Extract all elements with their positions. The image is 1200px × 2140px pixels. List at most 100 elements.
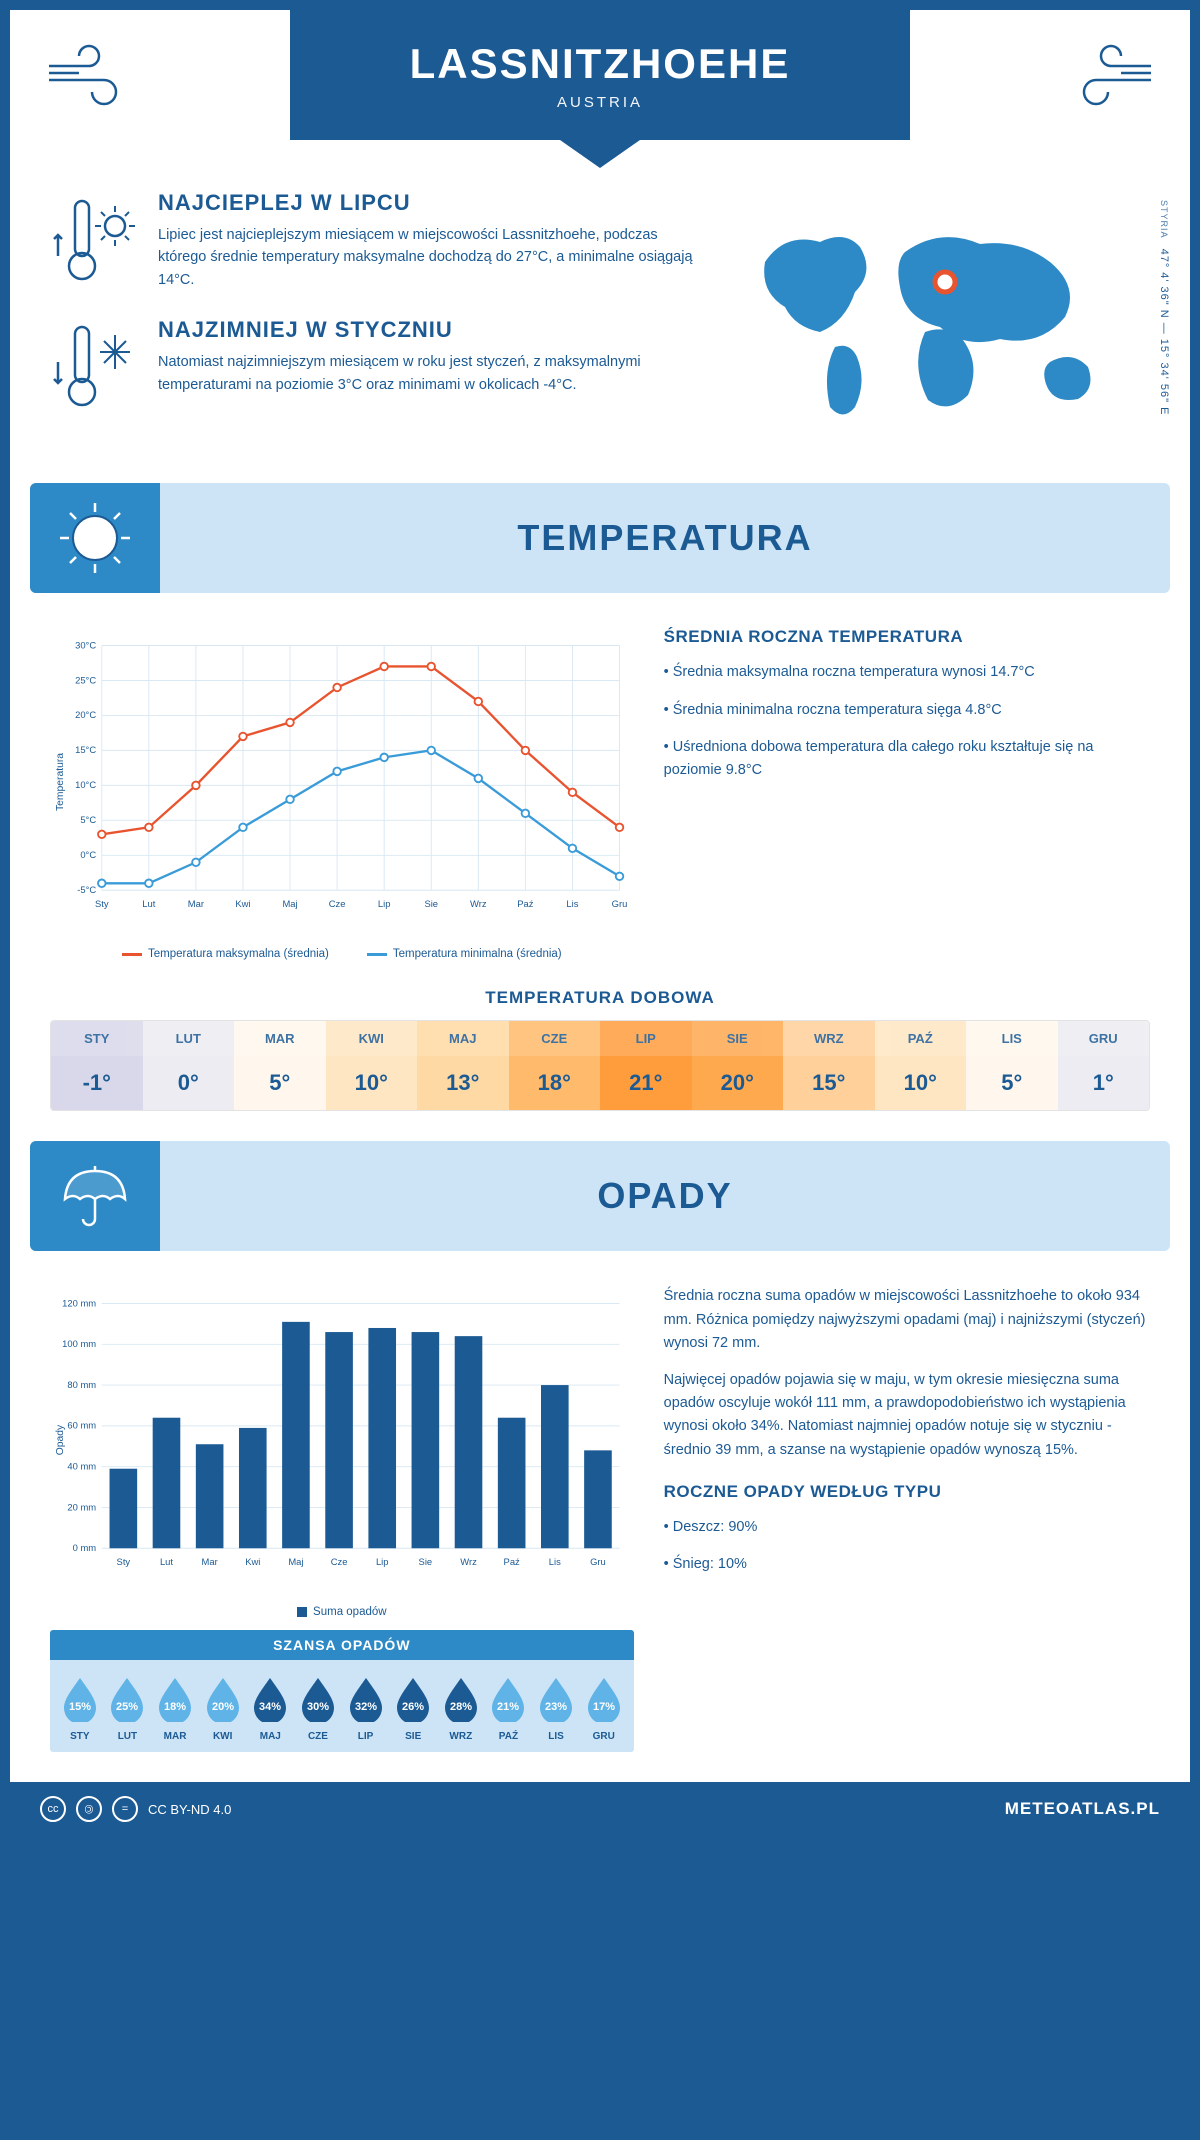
heat-cell: LIP21° (600, 1021, 692, 1110)
svg-text:Lut: Lut (160, 1557, 173, 1568)
precip-desc: Średnia roczna suma opadów w miejscowośc… (664, 1285, 1150, 1752)
svg-text:Maj: Maj (282, 899, 297, 910)
temperature-line-chart: -5°C0°C5°C10°C15°C20°C25°C30°CStyLutMarK… (50, 627, 634, 960)
paragraph: Średnia roczna suma opadów w miejscowośc… (664, 1285, 1150, 1355)
svg-text:Paź: Paź (504, 1557, 521, 1568)
svg-text:Lis: Lis (566, 899, 578, 910)
warmest-title: NAJCIEPLEJ W LIPCU (158, 190, 700, 216)
svg-text:21%: 21% (497, 1701, 519, 1713)
svg-text:Mar: Mar (202, 1557, 218, 1568)
svg-text:60 mm: 60 mm (67, 1420, 96, 1431)
chart-legend: Temperatura maksymalna (średnia)Temperat… (50, 948, 634, 960)
nd-icon: = (112, 1796, 138, 1822)
daily-temp-heatmap: STY-1°LUT0°MAR5°KWI10°MAJ13°CZE18°LIP21°… (50, 1020, 1150, 1111)
heat-cell: MAJ13° (417, 1021, 509, 1110)
svg-text:120 mm: 120 mm (62, 1298, 96, 1309)
svg-text:100 mm: 100 mm (62, 1339, 96, 1350)
svg-text:17%: 17% (593, 1701, 615, 1713)
svg-text:Cze: Cze (329, 899, 346, 910)
svg-text:Sty: Sty (95, 899, 109, 910)
heat-cell: GRU1° (1058, 1021, 1150, 1110)
coldest-text: Natomiast najzimniejszym miesiącem w rok… (158, 351, 700, 396)
chance-drop: 28%WRZ (441, 1674, 481, 1742)
warmest-text: Lipiec jest najcieplejszym miesiącem w m… (158, 224, 700, 291)
coordinates: STYRIA 47° 4' 36" N — 15° 34' 56" E (1158, 200, 1170, 415)
heat-cell: LIS5° (966, 1021, 1058, 1110)
svg-text:Maj: Maj (288, 1557, 303, 1568)
svg-text:32%: 32% (355, 1701, 377, 1713)
svg-text:Sie: Sie (424, 899, 438, 910)
svg-text:Lut: Lut (142, 899, 155, 910)
svg-text:10°C: 10°C (75, 780, 96, 791)
chance-drop: 15%STY (60, 1674, 100, 1742)
intro-section: NAJCIEPLEJ W LIPCU Lipiec jest najcieple… (10, 180, 1190, 473)
chance-drop: 20%KWI (203, 1674, 243, 1742)
bullet: • Deszcz: 90% (664, 1516, 1150, 1539)
type-title: ROCZNE OPADY WEDŁUG TYPU (664, 1482, 1150, 1502)
license-text: CC BY-ND 4.0 (148, 1802, 231, 1817)
chance-drop: 21%PAŹ (488, 1674, 528, 1742)
heat-cell: KWI10° (326, 1021, 418, 1110)
by-icon: 🄯 (76, 1796, 102, 1822)
svg-text:Temperatura: Temperatura (55, 753, 66, 811)
svg-text:0 mm: 0 mm (73, 1542, 97, 1553)
warmest-block: NAJCIEPLEJ W LIPCU Lipiec jest najcieple… (50, 190, 700, 291)
heat-cell: STY-1° (51, 1021, 143, 1110)
temperature-heading: TEMPERATURA (160, 517, 1170, 559)
svg-text:Sie: Sie (419, 1557, 433, 1568)
umbrella-icon (30, 1141, 160, 1251)
svg-text:Lis: Lis (549, 1557, 561, 1568)
precip-bar-chart: 0 mm20 mm40 mm60 mm80 mm100 mm120 mmStyL… (50, 1285, 634, 1752)
chance-box: SZANSA OPADÓW 15%STY25%LUT18%MAR20%KWI34… (50, 1630, 634, 1752)
chance-drop: 26%SIE (393, 1674, 433, 1742)
svg-text:5°C: 5°C (80, 815, 96, 826)
svg-text:Opady: Opady (55, 1424, 66, 1455)
daily-temp-title: TEMPERATURA DOBOWA (10, 988, 1190, 1008)
desc-title: ŚREDNIA ROCZNA TEMPERATURA (664, 627, 1150, 647)
page-title: LASSNITZHOEHE (410, 40, 791, 88)
svg-text:Gru: Gru (612, 899, 628, 910)
bullet: • Śnieg: 10% (664, 1553, 1150, 1576)
wind-icon (1066, 38, 1156, 121)
paragraph: Najwięcej opadów pojawia się w maju, w t… (664, 1369, 1150, 1462)
svg-text:40 mm: 40 mm (67, 1461, 96, 1472)
precip-band: OPADY (30, 1141, 1170, 1251)
svg-text:15%: 15% (69, 1701, 91, 1713)
svg-text:25°C: 25°C (75, 675, 96, 686)
temperature-band: TEMPERATURA (30, 483, 1170, 593)
svg-text:26%: 26% (402, 1701, 424, 1713)
chance-drop: 17%GRU (584, 1674, 624, 1742)
heat-cell: CZE18° (509, 1021, 601, 1110)
chance-drop: 32%LIP (346, 1674, 386, 1742)
svg-text:30°C: 30°C (75, 640, 96, 651)
chance-drop: 30%CZE (298, 1674, 338, 1742)
world-map: STYRIA 47° 4' 36" N — 15° 34' 56" E (730, 190, 1150, 443)
bullet: • Średnia minimalna roczna temperatura s… (664, 699, 1150, 722)
svg-text:Paź: Paź (517, 899, 534, 910)
site-name: METEOATLAS.PL (1005, 1799, 1160, 1819)
heat-cell: WRZ15° (783, 1021, 875, 1110)
sun-icon (30, 483, 160, 593)
svg-text:Lip: Lip (376, 1557, 389, 1568)
header: LASSNITZHOEHE AUSTRIA (10, 10, 1190, 180)
svg-text:Wrz: Wrz (460, 1557, 477, 1568)
svg-text:25%: 25% (116, 1701, 138, 1713)
svg-text:Mar: Mar (188, 899, 204, 910)
bullet: • Średnia maksymalna roczna temperatura … (664, 661, 1150, 684)
coldest-title: NAJZIMNIEJ W STYCZNIU (158, 317, 700, 343)
svg-text:30%: 30% (307, 1701, 329, 1713)
heat-cell: MAR5° (234, 1021, 326, 1110)
svg-text:20 mm: 20 mm (67, 1502, 96, 1513)
svg-text:28%: 28% (450, 1701, 472, 1713)
wind-icon (44, 38, 134, 121)
svg-text:-5°C: -5°C (77, 884, 96, 895)
chance-drop: 25%LUT (107, 1674, 147, 1742)
thermometer-sun-icon (50, 190, 140, 291)
svg-text:80 mm: 80 mm (67, 1379, 96, 1390)
coldest-block: NAJZIMNIEJ W STYCZNIU Natomiast najzimni… (50, 317, 700, 417)
svg-text:Kwi: Kwi (235, 899, 250, 910)
chart-legend: Suma opadów (50, 1606, 634, 1618)
chance-drop: 18%MAR (155, 1674, 195, 1742)
heat-cell: LUT0° (143, 1021, 235, 1110)
temperature-desc: ŚREDNIA ROCZNA TEMPERATURA • Średnia mak… (664, 627, 1150, 960)
